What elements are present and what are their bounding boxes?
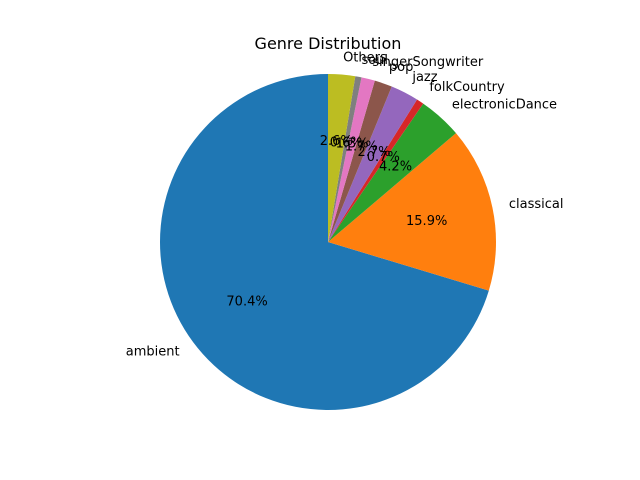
chart-title: Genre Distribution bbox=[255, 34, 402, 53]
slice-percent-pop: 1.7% bbox=[345, 139, 378, 154]
slice-percent-classical: 15.9% bbox=[406, 214, 447, 229]
slice-label-electronicdance: electronicDance bbox=[452, 97, 557, 112]
pie-slice-pop bbox=[328, 80, 392, 242]
pie-slice-ambient bbox=[160, 74, 489, 411]
pie-labels: ambient 70.4% classical 15.9% electronicDanc… bbox=[126, 50, 564, 359]
slice-label-soul: soul bbox=[361, 53, 388, 68]
slice-percent-singersongwriter: 1.3% bbox=[336, 137, 369, 152]
slice-percent-electronicdance: 4.2% bbox=[379, 160, 412, 175]
pie-wedges bbox=[160, 74, 496, 411]
slice-percent-soul: 0.6% bbox=[330, 135, 363, 150]
pie-slice-jazz bbox=[328, 86, 418, 242]
pie-slice-others bbox=[328, 74, 356, 242]
slice-label-singersongwriter: singerSongwriter bbox=[372, 55, 484, 70]
slice-percent-others: 2.6% bbox=[320, 134, 353, 149]
slice-percent-folkcountry: 0.7% bbox=[367, 150, 400, 165]
pie-slice-electronicdance bbox=[328, 103, 456, 243]
pie-slice-classical bbox=[328, 133, 496, 291]
slice-label-ambient: ambient bbox=[126, 345, 180, 360]
slice-label-others: Others bbox=[343, 50, 387, 65]
slice-label-folkcountry: folkCountry bbox=[429, 80, 505, 95]
pie-slice-folkcountry bbox=[328, 99, 424, 242]
slice-percent-jazz: 2.7% bbox=[357, 145, 390, 160]
pie-slice-soul bbox=[328, 76, 362, 243]
slice-label-classical: classical bbox=[509, 197, 564, 212]
slice-label-pop: pop bbox=[389, 60, 413, 75]
pie-slice-singersongwriter bbox=[328, 77, 375, 242]
slice-label-jazz: jazz bbox=[411, 70, 437, 85]
slice-percent-ambient: 70.4% bbox=[226, 295, 267, 310]
